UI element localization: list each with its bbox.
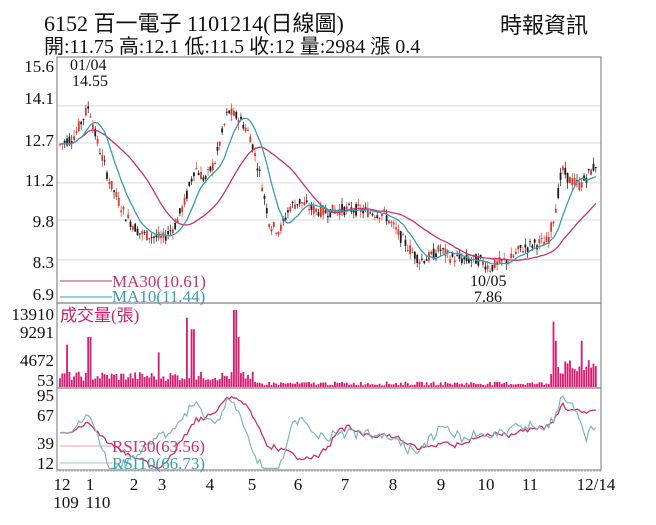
month-tick: 5 [248,475,257,494]
month-tick: 9 [437,475,446,494]
month-tick: 6 [294,475,303,494]
price-gridlines [57,105,601,261]
year-tick: 109 [53,493,79,512]
x-axis: 12 1 2 3 4 5 6 7 8 9 10 11 12/14 109 110 [53,475,616,512]
high-value-label: 14.55 [72,73,108,90]
month-tick: 11 [522,475,538,494]
volume-tick: 13910 [12,305,55,324]
ma30-line [59,129,597,261]
price-tick: 9.8 [33,212,54,231]
low-value-label: 7.86 [474,289,502,306]
rsi-tick: 39 [37,434,54,453]
month-tick: 4 [206,475,215,494]
rsi30-legend: RSI30(63.56) [112,437,205,456]
rsi10-line [59,395,597,470]
ma30-legend: MA30(10.61) [112,272,206,291]
price-tick: 11.2 [25,171,54,190]
price-tick: 6.9 [33,285,54,304]
volume-tick: 4672 [20,351,54,370]
ma10-line [59,117,597,266]
panel-frames [56,56,602,472]
rsi10-legend: RSI10(66.73) [112,454,205,473]
volume-tick: 53 [37,371,54,390]
rsi-tick: 12 [37,454,54,473]
volume-tick: 9291 [20,323,54,342]
month-tick: 8 [389,475,398,494]
ohlc-summary: 開:11.75 高:12.1 低:11.5 收:12 量:2984 漲 0.4 [44,36,421,58]
chart-title: 6152 百一電子 1101214(日線圖) [44,11,344,36]
month-tick: 10 [478,475,495,494]
month-tick: 2 [130,475,139,494]
low-date-label: 10/05 [470,273,506,290]
month-tick: 12/14 [577,475,616,494]
price-tick: 15.6 [24,57,54,76]
price-axis: 15.6 14.1 12.7 11.2 9.8 8.3 6.9 [24,57,54,304]
ma10-legend: MA10(11.44) [112,287,205,306]
rsi-axis: 95 67 39 12 [37,386,55,473]
volume-title: 成交量(張) [60,306,139,325]
year-tick: 110 [86,493,111,512]
month-tick: 12 [54,475,71,494]
month-tick: 3 [158,475,167,494]
brand-label: 時報資訊 [500,13,589,38]
high-date-label: 01/04 [70,57,106,74]
rsi-tick: 95 [37,386,54,405]
price-tick: 8.3 [33,253,54,272]
month-tick: 7 [341,475,350,494]
candlesticks [59,101,597,273]
volume-axis: 13910 9291 4672 53 [12,305,55,390]
volume-bars [59,310,597,387]
month-tick: 1 [86,475,95,494]
rsi-tick: 67 [37,406,55,425]
price-tick: 14.1 [24,89,54,108]
price-tick: 12.7 [24,131,54,150]
